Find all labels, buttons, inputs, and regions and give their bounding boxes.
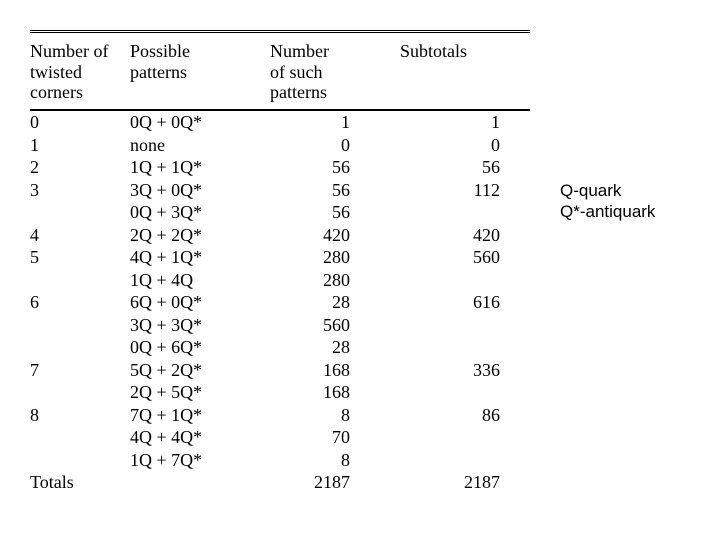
table-row: 21Q + 1Q*5656 xyxy=(30,156,530,179)
cell-count: 168 xyxy=(270,359,380,382)
patterns-table: Number oftwistedcorners Possiblepatterns… xyxy=(30,30,530,494)
table-body: 00Q + 0Q*111none0021Q + 1Q*565633Q + 0Q*… xyxy=(30,110,530,494)
cell-count: 8 xyxy=(270,404,380,427)
cell-count: 168 xyxy=(270,381,380,404)
cell-sub xyxy=(380,381,530,404)
cell-pattern: 4Q + 4Q* xyxy=(130,426,270,449)
cell-pattern: 6Q + 0Q* xyxy=(130,291,270,314)
cell-pattern: 1Q + 4Q xyxy=(130,269,270,292)
table-row: 33Q + 0Q*56112 xyxy=(30,179,530,202)
cell-sub: 420 xyxy=(380,224,530,247)
cell-corners xyxy=(30,426,130,449)
cell-corners: 5 xyxy=(30,246,130,269)
cell-pattern: 1Q + 1Q* xyxy=(130,156,270,179)
cell-sub: 112 xyxy=(380,179,530,202)
cell-totals-sub: 2187 xyxy=(380,471,530,494)
header-subtotals: Subtotals xyxy=(380,37,530,110)
table-row: 3Q + 3Q*560 xyxy=(30,314,530,337)
cell-pattern: 2Q + 2Q* xyxy=(130,224,270,247)
cell-pattern: 0Q + 0Q* xyxy=(130,110,270,134)
table-row: 00Q + 0Q*11 xyxy=(30,110,530,134)
table-row: 66Q + 0Q*28616 xyxy=(30,291,530,314)
cell-count: 28 xyxy=(270,291,380,314)
cell-corners xyxy=(30,449,130,472)
header-count: Numberof suchpatterns xyxy=(270,37,380,110)
legend-line-quark: Q-quark xyxy=(560,180,655,201)
cell-blank xyxy=(130,471,270,494)
cell-sub: 56 xyxy=(380,156,530,179)
cell-pattern: 3Q + 0Q* xyxy=(130,179,270,202)
legend-line-antiquark: Q*-antiquark xyxy=(560,201,655,222)
cell-pattern: 0Q + 6Q* xyxy=(130,336,270,359)
cell-sub: 560 xyxy=(380,246,530,269)
cell-count: 280 xyxy=(270,269,380,292)
cell-corners: 7 xyxy=(30,359,130,382)
cell-pattern: 7Q + 1Q* xyxy=(130,404,270,427)
cell-count: 8 xyxy=(270,449,380,472)
cell-corners xyxy=(30,381,130,404)
cell-pattern: none xyxy=(130,134,270,157)
table-row-totals: Totals 21872187 xyxy=(30,471,530,494)
table-row: 75Q + 2Q*168336 xyxy=(30,359,530,382)
table-row: 0Q + 3Q*56 xyxy=(30,201,530,224)
table-row: 42Q + 2Q*420420 xyxy=(30,224,530,247)
table-row: 1Q + 4Q280 xyxy=(30,269,530,292)
cell-corners: 0 xyxy=(30,110,130,134)
table-row: 1none00 xyxy=(30,134,530,157)
cell-pattern: 0Q + 3Q* xyxy=(130,201,270,224)
cell-count: 28 xyxy=(270,336,380,359)
cell-corners xyxy=(30,314,130,337)
cell-count: 56 xyxy=(270,179,380,202)
cell-pattern: 2Q + 5Q* xyxy=(130,381,270,404)
cell-sub xyxy=(380,314,530,337)
cell-sub xyxy=(380,449,530,472)
cell-count: 280 xyxy=(270,246,380,269)
cell-sub: 0 xyxy=(380,134,530,157)
cell-sub xyxy=(380,426,530,449)
cell-count: 1 xyxy=(270,110,380,134)
table-row: 87Q + 1Q*886 xyxy=(30,404,530,427)
cell-corners xyxy=(30,269,130,292)
cell-corners: 1 xyxy=(30,134,130,157)
cell-pattern: 5Q + 2Q* xyxy=(130,359,270,382)
cell-corners xyxy=(30,201,130,224)
cell-totals-count: 2187 xyxy=(270,471,380,494)
table-row: 0Q + 6Q*28 xyxy=(30,336,530,359)
cell-sub: 86 xyxy=(380,404,530,427)
cell-pattern: 1Q + 7Q* xyxy=(130,449,270,472)
table-row: 1Q + 7Q*8 xyxy=(30,449,530,472)
legend: Q-quark Q*-antiquark xyxy=(560,180,655,223)
cell-pattern: 3Q + 3Q* xyxy=(130,314,270,337)
cell-corners: 3 xyxy=(30,179,130,202)
cell-corners: 4 xyxy=(30,224,130,247)
page: Number oftwistedcorners Possiblepatterns… xyxy=(0,0,720,540)
cell-count: 56 xyxy=(270,156,380,179)
header-corners: Number oftwistedcorners xyxy=(30,37,130,110)
cell-count: 420 xyxy=(270,224,380,247)
table-row: 54Q + 1Q*280560 xyxy=(30,246,530,269)
cell-sub: 1 xyxy=(380,110,530,134)
cell-sub: 616 xyxy=(380,291,530,314)
cell-sub xyxy=(380,336,530,359)
table-row: 4Q + 4Q*70 xyxy=(30,426,530,449)
cell-sub xyxy=(380,269,530,292)
cell-count: 560 xyxy=(270,314,380,337)
cell-corners: 6 xyxy=(30,291,130,314)
header-patterns: Possiblepatterns xyxy=(130,37,270,110)
cell-sub: 336 xyxy=(380,359,530,382)
cell-corners: 8 xyxy=(30,404,130,427)
cell-count: 70 xyxy=(270,426,380,449)
table-container: Number oftwistedcorners Possiblepatterns… xyxy=(30,30,530,494)
cell-totals-label: Totals xyxy=(30,471,130,494)
cell-corners: 2 xyxy=(30,156,130,179)
cell-sub xyxy=(380,201,530,224)
cell-count: 0 xyxy=(270,134,380,157)
cell-pattern: 4Q + 1Q* xyxy=(130,246,270,269)
cell-count: 56 xyxy=(270,201,380,224)
table-row: 2Q + 5Q*168 xyxy=(30,381,530,404)
cell-corners xyxy=(30,336,130,359)
